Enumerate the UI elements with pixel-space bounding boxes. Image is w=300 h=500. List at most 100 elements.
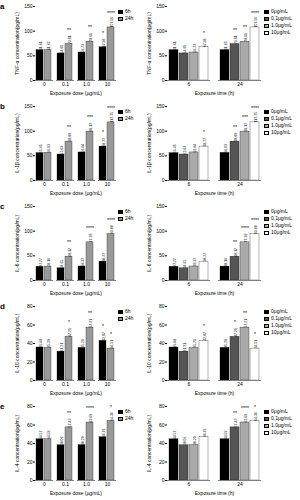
svg-text:61.65: 61.65: [47, 41, 51, 50]
svg-text:IL-10 concentration(pg/mL): IL-10 concentration(pg/mL): [146, 313, 152, 373]
svg-text:117.75: 117.75: [110, 112, 114, 122]
svg-text:0: 0: [30, 77, 33, 83]
svg-text:0: 0: [162, 277, 165, 283]
svg-text:**: **: [243, 24, 247, 30]
svg-text:38.29: 38.29: [81, 436, 85, 445]
svg-text:***: ***: [242, 114, 248, 120]
svg-text:150: 150: [24, 203, 33, 209]
svg-text:**: **: [67, 27, 71, 33]
svg-text:IL-4 concentration(pg/mL): IL-4 concentration(pg/mL): [14, 415, 20, 473]
svg-text:44.59: 44.59: [47, 430, 51, 439]
svg-text:50: 50: [27, 152, 33, 158]
svg-text:28.37: 28.37: [193, 258, 197, 267]
svg-text:56.84: 56.84: [81, 144, 85, 153]
svg-text:0: 0: [162, 477, 165, 483]
svg-text:117.75: 117.75: [254, 112, 258, 122]
svg-text:**: **: [233, 410, 237, 416]
svg-text:56.73: 56.73: [193, 44, 197, 53]
svg-text:6: 6: [188, 81, 191, 87]
svg-text:IL-10 concentration(pg/mL): IL-10 concentration(pg/mL): [14, 313, 20, 373]
svg-text:**: **: [67, 410, 71, 416]
svg-text:**: **: [88, 310, 92, 316]
svg-text:IL-1β concentration(pg/mL): IL-1β concentration(pg/mL): [14, 113, 20, 173]
svg-text:**: **: [67, 239, 71, 245]
svg-text:42.87: 42.87: [203, 332, 207, 341]
svg-text:***: ***: [87, 114, 93, 120]
svg-text:0: 0: [43, 381, 46, 387]
svg-text:TNF-α concentration(pg/mL): TNF-α concentration(pg/mL): [14, 12, 20, 75]
svg-text:1.0: 1.0: [83, 481, 90, 487]
svg-text:*: *: [254, 404, 256, 410]
svg-text:28.16: 28.16: [47, 258, 51, 267]
svg-text:78.61: 78.61: [244, 33, 248, 42]
svg-text:40: 40: [159, 440, 165, 446]
svg-text:6: 6: [188, 281, 191, 287]
svg-text:*: *: [102, 323, 104, 329]
svg-text:150: 150: [156, 203, 165, 209]
svg-text:****: ****: [251, 10, 259, 16]
svg-text:Exposure dose (μg/mL): Exposure dose (μg/mL): [50, 190, 102, 196]
svg-text:Exposure dose (μg/mL): Exposure dose (μg/mL): [50, 290, 102, 296]
svg-text:1.0: 1.0: [83, 281, 90, 287]
svg-text:42.87: 42.87: [102, 332, 106, 341]
svg-text:35.29: 35.29: [47, 339, 51, 348]
svg-text:0: 0: [43, 181, 46, 187]
svg-text:64.36: 64.36: [110, 412, 114, 421]
svg-text:40: 40: [27, 340, 33, 346]
svg-text:47.21: 47.21: [234, 328, 238, 337]
svg-text:20: 20: [159, 359, 165, 365]
svg-text:68.77: 68.77: [203, 138, 207, 147]
svg-text:0: 0: [162, 377, 165, 383]
svg-text:0.1: 0.1: [62, 381, 69, 387]
svg-text:77.28: 77.28: [244, 234, 248, 243]
svg-text:0: 0: [30, 277, 33, 283]
svg-text:****: ****: [241, 405, 249, 411]
svg-text:10: 10: [105, 381, 111, 387]
svg-text:27.77: 27.77: [39, 258, 43, 267]
svg-text:1.0: 1.0: [83, 81, 90, 87]
svg-text:24.65: 24.65: [60, 260, 64, 269]
svg-text:Exposure dose (μg/mL): Exposure dose (μg/mL): [50, 390, 102, 396]
svg-text:****: ****: [251, 105, 259, 111]
svg-text:Exposure dose (μg/mL): Exposure dose (μg/mL): [50, 490, 102, 496]
svg-text:1.0: 1.0: [83, 381, 90, 387]
svg-text:60: 60: [27, 422, 33, 428]
svg-text:99.17: 99.17: [244, 123, 248, 132]
svg-text:55.45: 55.45: [39, 144, 43, 153]
svg-text:****: ****: [107, 217, 115, 223]
svg-text:*: *: [203, 323, 205, 329]
svg-text:107.56: 107.56: [110, 17, 114, 28]
svg-text:35.68: 35.68: [173, 339, 177, 348]
svg-text:6: 6: [188, 481, 191, 487]
svg-text:****: ****: [86, 225, 94, 231]
svg-text:Exposure time (h): Exposure time (h): [195, 390, 235, 396]
svg-text:56.03: 56.03: [224, 144, 228, 153]
svg-text:60: 60: [159, 322, 165, 328]
svg-text:****: ****: [107, 105, 115, 111]
svg-text:35.21: 35.21: [81, 339, 85, 348]
svg-text:35.29: 35.29: [224, 339, 228, 348]
svg-text:57.21: 57.21: [244, 319, 248, 328]
svg-text:24: 24: [237, 181, 243, 187]
svg-text:*: *: [102, 30, 104, 36]
svg-text:0: 0: [30, 177, 33, 183]
svg-text:60: 60: [27, 322, 33, 328]
svg-text:40: 40: [159, 340, 165, 346]
svg-text:64.36: 64.36: [254, 412, 258, 421]
svg-text:35.68: 35.68: [39, 339, 43, 348]
svg-text:0.1: 0.1: [62, 281, 69, 287]
svg-text:0: 0: [43, 281, 46, 287]
svg-text:54.85: 54.85: [183, 45, 187, 54]
svg-text:*: *: [234, 319, 236, 325]
svg-text:48.17: 48.17: [234, 248, 238, 257]
svg-text:Exposure time (h): Exposure time (h): [195, 490, 235, 496]
svg-text:6: 6: [188, 381, 191, 387]
svg-text:0: 0: [162, 77, 165, 83]
svg-text:150: 150: [156, 3, 165, 9]
svg-text:78.89: 78.89: [68, 133, 72, 142]
svg-text:0: 0: [30, 477, 33, 483]
svg-text:52.63: 52.63: [183, 146, 187, 155]
svg-text:150: 150: [24, 103, 33, 109]
svg-text:100: 100: [156, 128, 165, 134]
svg-text:44.57: 44.57: [39, 430, 43, 439]
